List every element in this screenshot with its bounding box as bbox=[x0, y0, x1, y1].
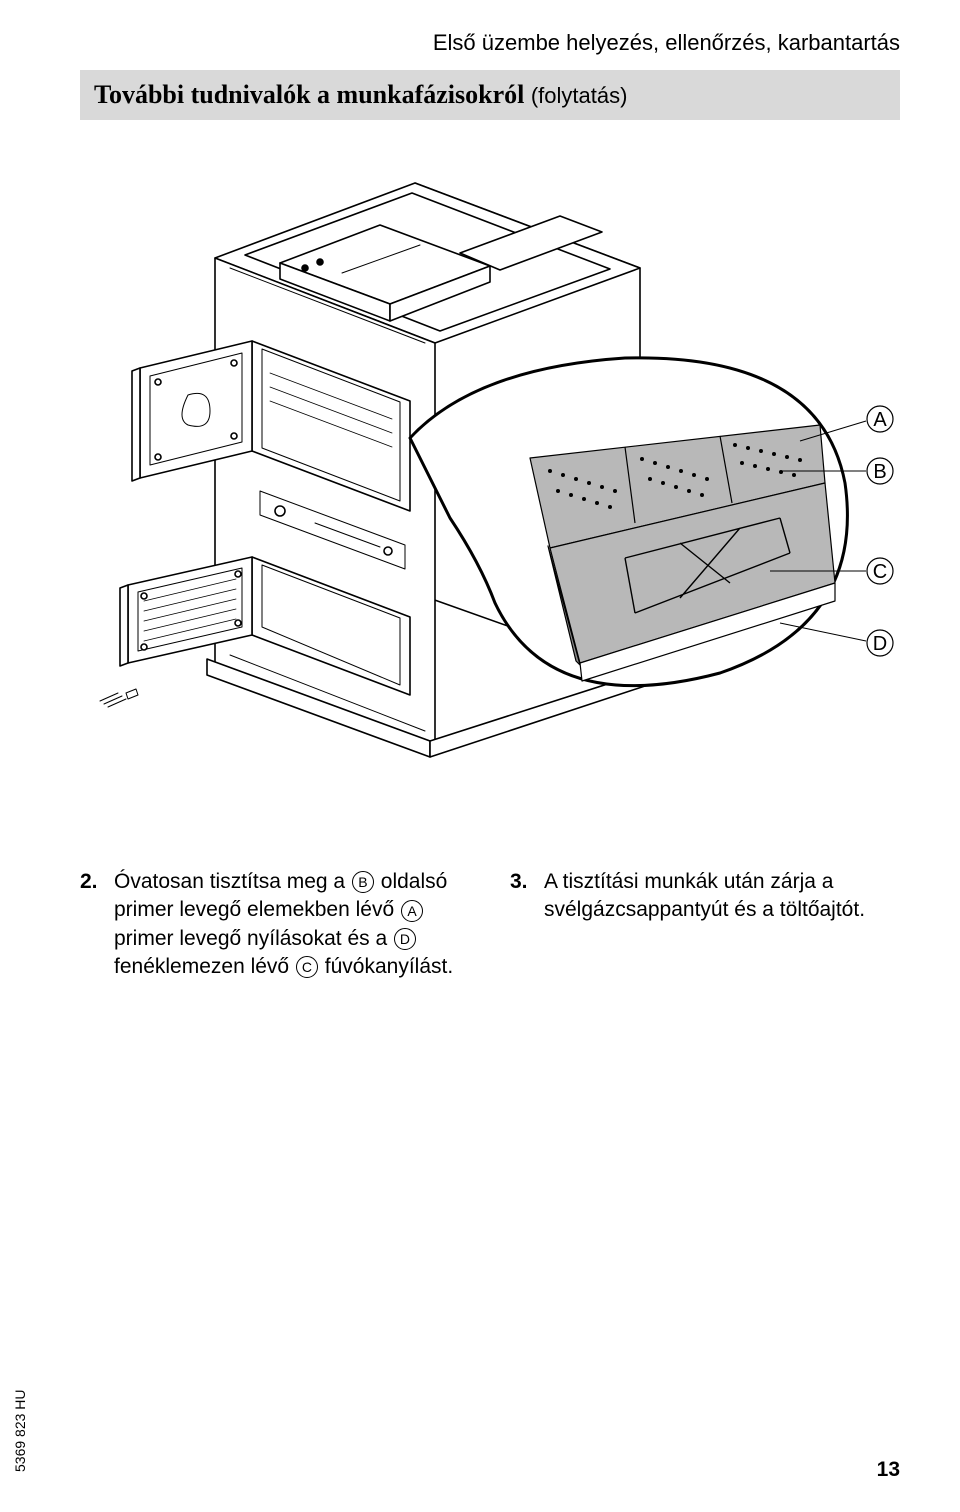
step-3-number: 3. bbox=[510, 868, 534, 925]
step-2-number: 2. bbox=[80, 868, 104, 981]
diagram-label-c: C bbox=[873, 561, 887, 583]
step-3-text: A tisztítási munkák után zárja a svélgáz… bbox=[544, 868, 900, 925]
section-continuation: (folytatás) bbox=[531, 83, 628, 108]
section-title: További tudnivalók a munkafázisokról (fo… bbox=[80, 70, 900, 120]
ref-b-icon: B bbox=[352, 871, 374, 893]
step-2-text: Óvatosan tisztítsa meg a B oldalsó prime… bbox=[114, 868, 470, 981]
boiler-diagram: A B C D bbox=[80, 148, 900, 838]
diagram-label-a: A bbox=[873, 409, 887, 431]
ref-d-icon: D bbox=[394, 928, 416, 950]
step-2: 2. Óvatosan tisztítsa meg a B oldalsó pr… bbox=[80, 868, 470, 981]
breadcrumb: Első üzembe helyezés, ellenőrzés, karban… bbox=[80, 30, 900, 56]
instruction-columns: 2. Óvatosan tisztítsa meg a B oldalsó pr… bbox=[80, 868, 900, 981]
diagram-label-d: D bbox=[873, 633, 887, 655]
diagram-label-b: B bbox=[873, 461, 886, 483]
step-3: 3. A tisztítási munkák után zárja a svél… bbox=[510, 868, 900, 925]
page-number: 13 bbox=[877, 1458, 900, 1482]
section-title-text: További tudnivalók a munkafázisokról bbox=[94, 80, 524, 109]
ref-a-icon: A bbox=[401, 900, 423, 922]
document-code: 5369 823 HU bbox=[12, 1389, 28, 1472]
ref-c-icon: C bbox=[296, 956, 318, 978]
